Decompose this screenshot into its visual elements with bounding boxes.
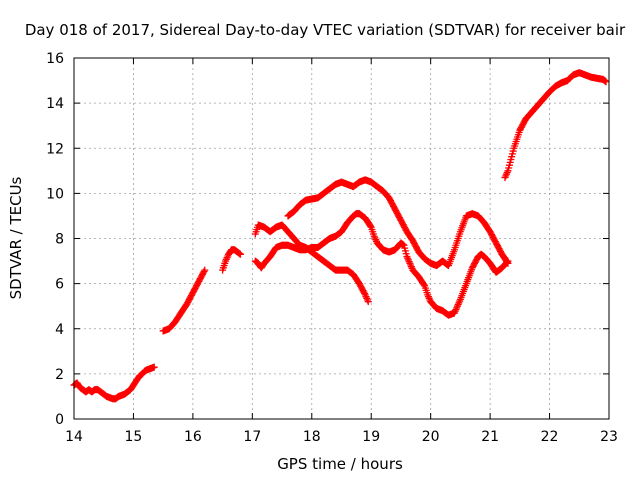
x-tick-label: 21	[481, 429, 499, 445]
data-point	[361, 289, 369, 297]
x-tick-label: 18	[303, 429, 321, 445]
data-point	[503, 258, 511, 266]
x-tick-label: 23	[600, 429, 618, 445]
data-point	[200, 267, 208, 275]
chart-title: Day 018 of 2017, Sidereal Day-to-day VTE…	[25, 21, 626, 39]
series-seg-4	[251, 221, 372, 306]
x-tick-label: 17	[243, 429, 261, 445]
data-point	[201, 266, 209, 274]
y-tick-label: 10	[46, 186, 64, 202]
x-tick-label: 20	[422, 429, 440, 445]
x-tick-label: 15	[125, 429, 143, 445]
y-tick-label: 6	[55, 277, 64, 293]
y-tick-label: 8	[55, 232, 64, 248]
y-tick-labels: 0 2 4 6 8 10 12 14 16	[46, 51, 64, 428]
plot-frame	[73, 57, 610, 420]
series-seg-5	[251, 210, 512, 319]
x-tick-labels: 14 15 16 17 18 19 20 21 22 23	[65, 429, 618, 445]
data-point	[420, 281, 428, 289]
series-seg-7	[501, 69, 610, 182]
data-point	[236, 250, 244, 258]
y-tick-label: 0	[55, 412, 64, 428]
series-seg-6	[284, 176, 512, 270]
data-point	[602, 78, 610, 86]
data-points	[70, 69, 610, 403]
x-tick-label: 19	[362, 429, 380, 445]
y-tick-label: 4	[55, 322, 64, 338]
grid	[74, 58, 609, 419]
x-tick-label: 22	[541, 429, 559, 445]
x-tick-label: 16	[184, 429, 202, 445]
x-tick-label: 14	[65, 429, 83, 445]
x-axis-label: GPS time / hours	[277, 455, 403, 473]
data-point	[150, 363, 158, 371]
data-point	[366, 222, 374, 230]
data-point	[502, 170, 510, 178]
data-point	[504, 259, 512, 267]
y-tick-label: 12	[46, 141, 64, 157]
y-tick-label: 16	[46, 51, 64, 67]
data-point	[364, 298, 372, 306]
y-axis-label: SDTVAR / TECUs	[7, 176, 25, 299]
y-tick-label: 14	[46, 96, 64, 112]
series-seg-1	[70, 363, 158, 403]
y-tick-label: 2	[55, 367, 64, 383]
series-seg-2	[159, 266, 209, 335]
series-seg-3	[219, 246, 244, 274]
